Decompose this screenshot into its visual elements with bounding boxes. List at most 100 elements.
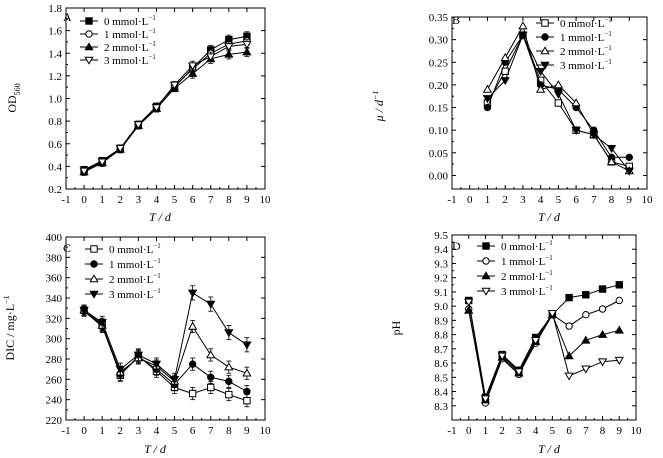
- x-tick-label: 1: [99, 194, 105, 206]
- series-line: [83, 310, 248, 392]
- legend-entry: 1 mmol·L−1: [477, 254, 553, 268]
- x-tick-label: 7: [591, 194, 597, 206]
- x-tick-label: 9: [617, 425, 623, 437]
- legend-label: 1 mmol·L−1: [501, 254, 553, 268]
- legend-entry: 3 mmol·L−1: [536, 58, 612, 72]
- legend-entry: 1 mmol·L−1: [85, 257, 161, 271]
- data-point: [482, 95, 493, 104]
- data-point: [206, 300, 216, 309]
- x-axis-label: T / d: [538, 442, 561, 456]
- data-point: [151, 360, 162, 369]
- legend-label: 3 mmol·L−1: [104, 53, 156, 67]
- data-point: [187, 68, 198, 77]
- data-point: [571, 126, 581, 135]
- series-line: [468, 301, 620, 401]
- series-0: [465, 281, 623, 401]
- data-point: [518, 21, 528, 30]
- data-point: [624, 167, 634, 176]
- data-point: [518, 31, 528, 40]
- x-tick-label: 1: [99, 425, 105, 437]
- x-tick-label: 4: [538, 194, 544, 206]
- legend-marker: [541, 19, 549, 27]
- series-3: [482, 31, 634, 176]
- x-tick-label: -1: [61, 194, 70, 206]
- x-tick-label: 8: [600, 425, 606, 437]
- data-point: [500, 77, 510, 86]
- y-tick-label: 0.35: [429, 12, 449, 24]
- series-line: [83, 309, 248, 383]
- y-tick-label: 8.9: [434, 315, 448, 327]
- series-line: [83, 43, 247, 172]
- x-tick-label: 10: [260, 194, 272, 206]
- legend-marker: [84, 56, 94, 65]
- legend-marker: [482, 242, 490, 250]
- y-tick-label: 0.2: [48, 184, 62, 196]
- x-tick-label: 5: [550, 425, 556, 437]
- data-point: [187, 62, 198, 71]
- x-tick-label: 9: [244, 425, 250, 437]
- y-axis-label: OD560: [5, 83, 22, 112]
- data-point: [482, 84, 493, 93]
- legend-marker: [89, 290, 99, 299]
- x-tick-label: 3: [136, 425, 142, 437]
- legend-entry: 1 mmol·L−1: [80, 27, 156, 41]
- data-point: [553, 90, 564, 99]
- data-point: [133, 351, 144, 360]
- x-tick-label: 7: [583, 425, 589, 437]
- legend-entry: 2 mmol·L−1: [85, 272, 161, 286]
- x-tick-label: 6: [573, 194, 579, 206]
- data-point: [151, 104, 162, 113]
- data-point: [514, 368, 524, 377]
- legend-entry: 0 mmol·L−1: [85, 242, 161, 256]
- x-tick-label: 4: [533, 425, 539, 437]
- data-point: [500, 52, 510, 62]
- data-point: [615, 281, 623, 289]
- legend-label: 2 mmol·L−1: [560, 44, 612, 58]
- x-tick-label: 2: [118, 194, 124, 206]
- x-axis-label: T / d: [144, 442, 167, 456]
- data-point: [598, 305, 607, 313]
- data-point: [565, 293, 573, 302]
- x-axis-label: T / d: [538, 210, 561, 224]
- series-0: [80, 304, 251, 408]
- legend-entry: 1 mmol·L−1: [536, 30, 612, 44]
- legend-marker: [85, 30, 93, 38]
- legend-marker: [85, 17, 93, 25]
- y-tick-label: 400: [46, 232, 63, 244]
- data-point: [589, 131, 599, 140]
- legend-label: 3 mmol·L−1: [501, 284, 553, 298]
- data-point: [169, 81, 180, 90]
- y-tick-label: 8.6: [434, 358, 448, 370]
- data-point: [224, 49, 234, 58]
- data-point: [115, 144, 125, 154]
- x-tick-label: 2: [499, 425, 505, 437]
- x-tick-label: 3: [516, 425, 522, 437]
- data-point: [242, 40, 252, 50]
- legend-label: 3 mmol·L−1: [560, 58, 612, 72]
- panel-letter: D: [452, 239, 461, 253]
- data-point: [97, 319, 107, 328]
- data-point: [464, 298, 474, 307]
- y-tick-label: 9.3: [434, 258, 448, 270]
- panel-letter: A: [63, 10, 72, 24]
- y-tick-label: 8.7: [434, 344, 448, 356]
- data-point: [597, 329, 608, 338]
- x-tick-label: 1: [485, 194, 491, 206]
- data-point: [564, 351, 574, 360]
- legend-marker: [90, 245, 98, 253]
- data-point: [581, 365, 591, 374]
- y-tick-label: 0.8: [48, 116, 62, 128]
- y-tick-label: 340: [46, 293, 63, 305]
- legend-entry: 3 mmol·L−1: [477, 284, 553, 298]
- series-line: [468, 284, 620, 400]
- legend-entry: 2 mmol·L−1: [477, 269, 553, 283]
- y-tick-label: 8.8: [434, 330, 448, 342]
- y-tick-label: 0.25: [429, 57, 449, 69]
- data-point: [187, 321, 198, 330]
- data-point: [625, 153, 633, 162]
- data-point: [614, 356, 624, 366]
- series-3: [464, 298, 624, 404]
- x-tick-label: 5: [172, 194, 178, 206]
- data-point: [187, 289, 198, 298]
- data-point: [133, 121, 144, 130]
